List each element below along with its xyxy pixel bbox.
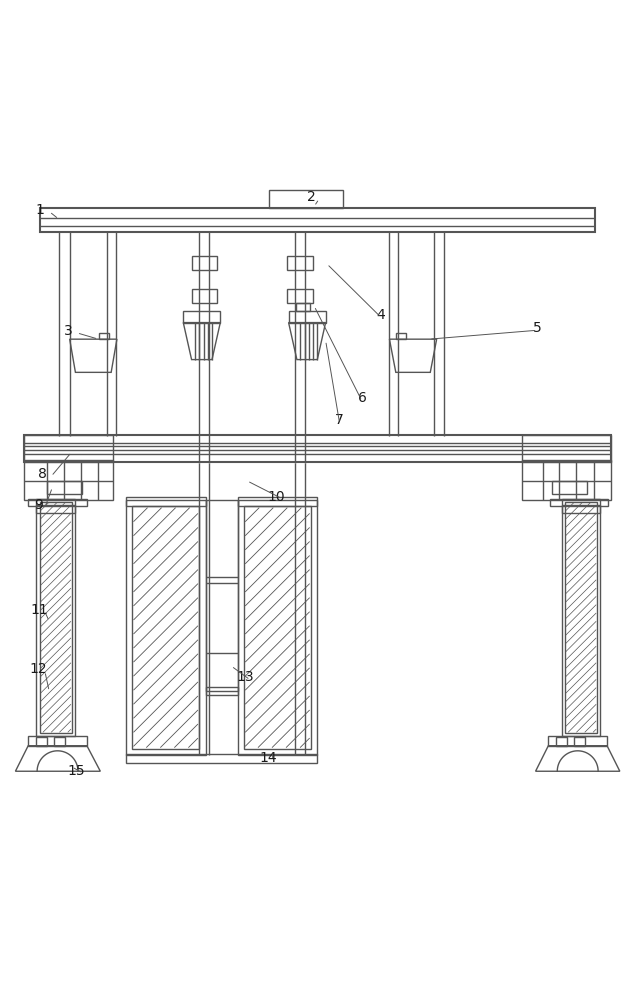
Text: 2: 2 xyxy=(306,190,315,204)
Bar xyxy=(192,256,217,270)
Bar xyxy=(54,737,65,746)
Text: 9: 9 xyxy=(34,498,43,512)
Bar xyxy=(24,435,113,462)
Bar xyxy=(206,500,238,691)
Text: 6: 6 xyxy=(358,391,367,405)
Bar xyxy=(40,502,72,733)
Bar xyxy=(40,208,595,232)
Text: 15: 15 xyxy=(68,764,85,778)
Bar xyxy=(126,754,317,763)
Text: 13: 13 xyxy=(237,670,254,684)
Bar xyxy=(556,737,567,746)
Text: 14: 14 xyxy=(260,751,277,765)
Bar xyxy=(522,460,611,500)
Text: 8: 8 xyxy=(38,467,47,481)
Text: 10: 10 xyxy=(267,490,285,504)
Bar xyxy=(36,737,47,746)
Bar xyxy=(28,499,87,506)
Text: 5: 5 xyxy=(533,321,542,335)
Bar xyxy=(24,460,113,500)
Bar xyxy=(192,289,217,303)
Bar xyxy=(288,311,326,323)
Bar xyxy=(37,505,75,513)
Bar xyxy=(206,687,238,695)
Text: 7: 7 xyxy=(335,413,344,427)
Bar xyxy=(296,303,310,311)
Text: 1: 1 xyxy=(35,203,44,217)
Bar xyxy=(238,497,317,506)
Bar xyxy=(552,481,587,494)
Bar xyxy=(28,736,87,746)
Text: 11: 11 xyxy=(31,603,49,617)
Bar xyxy=(183,311,221,323)
Bar xyxy=(395,333,406,339)
Bar xyxy=(126,500,206,755)
Bar xyxy=(37,499,75,736)
Bar xyxy=(287,256,313,270)
Text: 3: 3 xyxy=(64,324,73,338)
Bar xyxy=(565,502,597,733)
Bar xyxy=(574,737,585,746)
Bar xyxy=(126,497,206,506)
Bar xyxy=(99,333,109,339)
Bar xyxy=(548,736,607,746)
Text: 12: 12 xyxy=(29,662,47,676)
Bar xyxy=(244,506,311,749)
Bar xyxy=(47,481,83,494)
Bar xyxy=(269,190,343,208)
Bar xyxy=(549,499,608,506)
Bar xyxy=(24,435,611,462)
Bar xyxy=(287,289,313,303)
Bar xyxy=(562,499,600,736)
Bar xyxy=(562,505,600,513)
Bar xyxy=(238,500,317,755)
Bar xyxy=(522,435,611,462)
Bar xyxy=(132,506,199,749)
Text: 4: 4 xyxy=(377,308,385,322)
